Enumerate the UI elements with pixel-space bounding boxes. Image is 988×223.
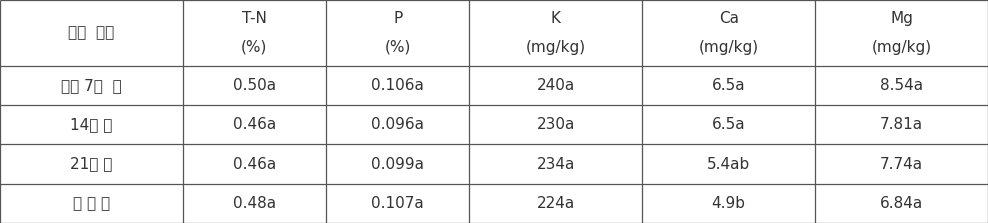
Text: 6.5a: 6.5a (711, 78, 746, 93)
Text: 240a: 240a (536, 78, 575, 93)
Text: 0.48a: 0.48a (233, 196, 276, 211)
Text: 0.46a: 0.46a (233, 117, 276, 132)
Text: 0.107a: 0.107a (371, 196, 424, 211)
Text: Mg: Mg (890, 11, 913, 26)
Text: 14일 후: 14일 후 (70, 117, 113, 132)
Text: (%): (%) (384, 40, 411, 55)
Text: 처리  시기: 처리 시기 (68, 25, 115, 40)
Text: 0.096a: 0.096a (371, 117, 424, 132)
Text: 6.5a: 6.5a (711, 117, 746, 132)
Text: (mg/kg): (mg/kg) (871, 40, 932, 55)
Text: 7.74a: 7.74a (880, 157, 923, 171)
Text: (mg/kg): (mg/kg) (526, 40, 586, 55)
Text: 개화 7일  후: 개화 7일 후 (61, 78, 122, 93)
Text: (%): (%) (241, 40, 268, 55)
Text: 무 처 리: 무 처 리 (73, 196, 110, 211)
Text: 6.84a: 6.84a (880, 196, 923, 211)
Text: (mg/kg): (mg/kg) (699, 40, 759, 55)
Text: 4.9b: 4.9b (711, 196, 746, 211)
Text: T-N: T-N (242, 11, 267, 26)
Text: 0.106a: 0.106a (371, 78, 424, 93)
Text: 0.46a: 0.46a (233, 157, 276, 171)
Text: 224a: 224a (536, 196, 575, 211)
Text: 7.81a: 7.81a (880, 117, 923, 132)
Text: 5.4ab: 5.4ab (707, 157, 750, 171)
Text: 230a: 230a (536, 117, 575, 132)
Text: 234a: 234a (536, 157, 575, 171)
Text: Ca: Ca (718, 11, 739, 26)
Text: 0.50a: 0.50a (233, 78, 276, 93)
Text: 0.099a: 0.099a (371, 157, 424, 171)
Text: K: K (550, 11, 561, 26)
Text: 8.54a: 8.54a (880, 78, 923, 93)
Text: P: P (393, 11, 402, 26)
Text: 21일 후: 21일 후 (70, 157, 113, 171)
